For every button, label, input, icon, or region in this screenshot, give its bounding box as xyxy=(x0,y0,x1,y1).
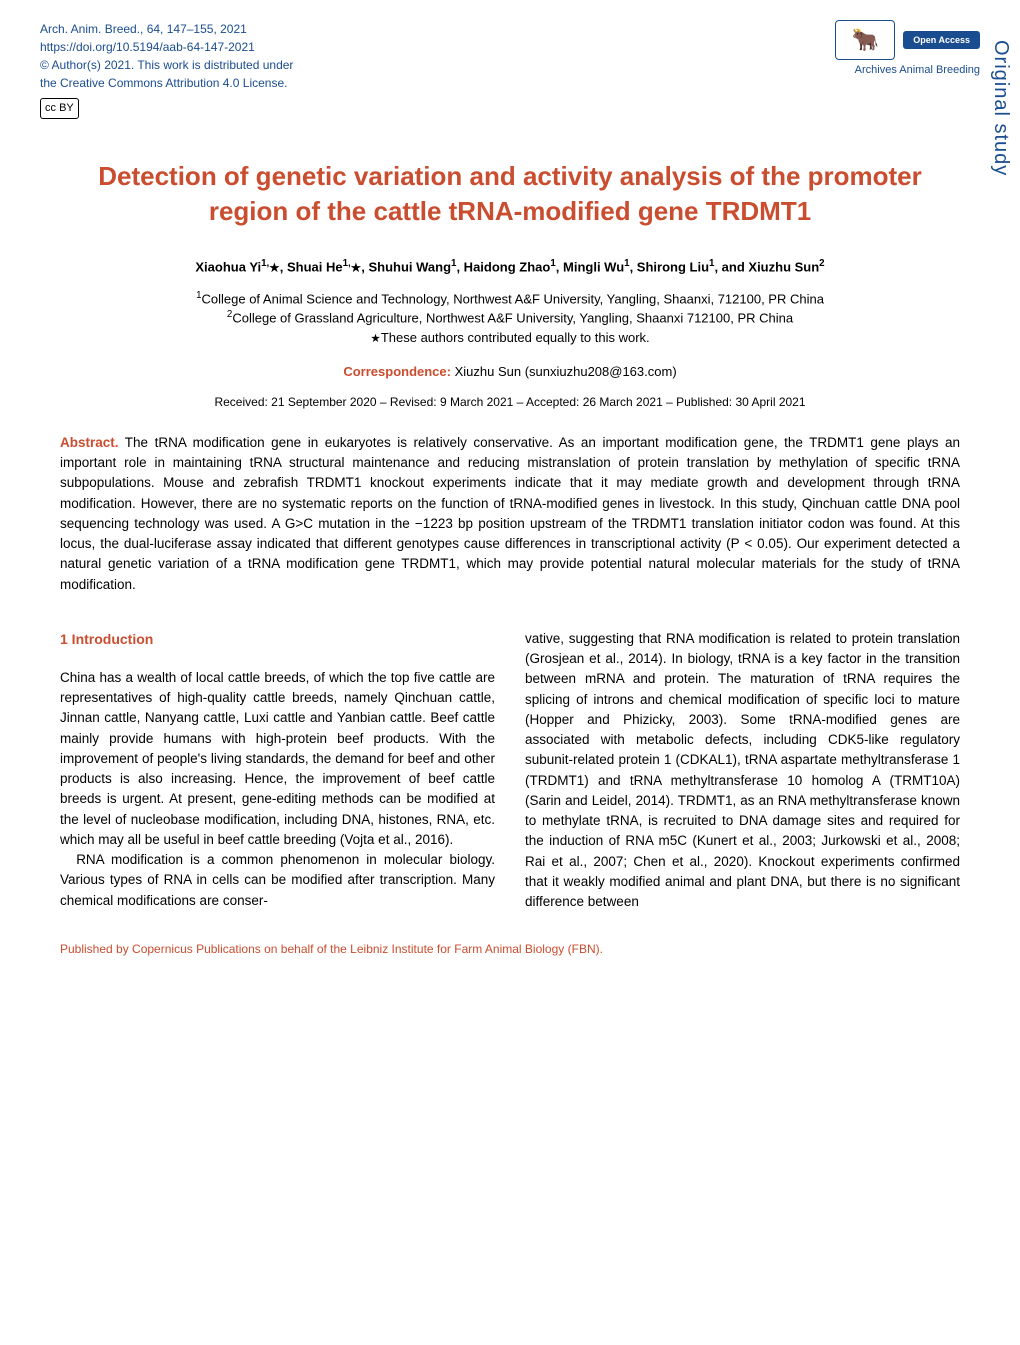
journal-name: Archives Animal Breeding xyxy=(855,64,980,76)
bull-glyph: 🐂 xyxy=(852,27,879,53)
cc-license-badge: cc BY xyxy=(40,98,79,119)
section-heading: 1 Introduction xyxy=(60,629,495,650)
license-line: the Creative Commons Attribution 4.0 Lic… xyxy=(40,74,293,92)
copyright-line: © Author(s) 2021. This work is distribut… xyxy=(40,56,293,74)
affiliations-block: 1College of Animal Science and Technolog… xyxy=(0,281,1020,356)
by-icon: BY xyxy=(59,100,74,117)
title-block: Detection of genetic variation and activ… xyxy=(0,129,1020,239)
affiliation-line: 1College of Animal Science and Technolog… xyxy=(100,289,920,309)
two-column-body: 1 Introduction China has a wealth of loc… xyxy=(0,615,1020,933)
correspondence-text: Xiuzhu Sun (sunxiuzhu208@163.com) xyxy=(451,364,677,379)
dates-line: Received: 21 September 2020 – Revised: 9… xyxy=(0,387,1020,423)
cc-icon: cc xyxy=(45,100,56,117)
side-label: Original study xyxy=(989,40,1012,176)
body-paragraph: China has a wealth of local cattle breed… xyxy=(60,668,495,850)
journal-logo: 🐂 Open Access Archives Animal Breeding xyxy=(835,20,980,76)
body-paragraph: vative, suggesting that RNA modification… xyxy=(525,629,960,913)
title-text: Detection of genetic variation and activ… xyxy=(98,161,922,226)
citation-line: Arch. Anim. Breed., 64, 147–155, 2021 xyxy=(40,20,293,38)
abstract-block: Abstract. The tRNA modification gene in … xyxy=(0,423,1020,615)
footer-line: Published by Copernicus Publications on … xyxy=(0,932,1020,976)
header-left: Arch. Anim. Breed., 64, 147–155, 2021 ht… xyxy=(40,20,293,119)
authors-line: Xiaohua Yi1,★, Shuai He1,★, Shuhui Wang1… xyxy=(0,239,1020,281)
bull-icon: 🐂 xyxy=(835,20,895,60)
correspondence-label: Correspondence: xyxy=(343,364,451,379)
header-row: Arch. Anim. Breed., 64, 147–155, 2021 ht… xyxy=(0,0,1020,129)
header-right: 🐂 Open Access Archives Animal Breeding xyxy=(835,20,980,76)
abstract-label: Abstract. xyxy=(60,435,119,450)
left-column: 1 Introduction China has a wealth of loc… xyxy=(60,629,495,913)
correspondence-line: Correspondence: Xiuzhu Sun (sunxiuzhu208… xyxy=(0,356,1020,387)
logo-top: 🐂 Open Access xyxy=(835,20,980,60)
right-column: vative, suggesting that RNA modification… xyxy=(525,629,960,913)
article-title: Detection of genetic variation and activ… xyxy=(80,159,940,229)
affiliation-line: ★These authors contributed equally to th… xyxy=(100,328,920,348)
open-access-badge: Open Access xyxy=(903,31,980,49)
doi-line: https://doi.org/10.5194/aab-64-147-2021 xyxy=(40,38,293,56)
abstract-text: The tRNA modification gene in eukaryotes… xyxy=(60,435,960,592)
body-paragraph: RNA modification is a common phenomenon … xyxy=(60,850,495,911)
affiliation-line: 2College of Grassland Agriculture, North… xyxy=(100,308,920,328)
